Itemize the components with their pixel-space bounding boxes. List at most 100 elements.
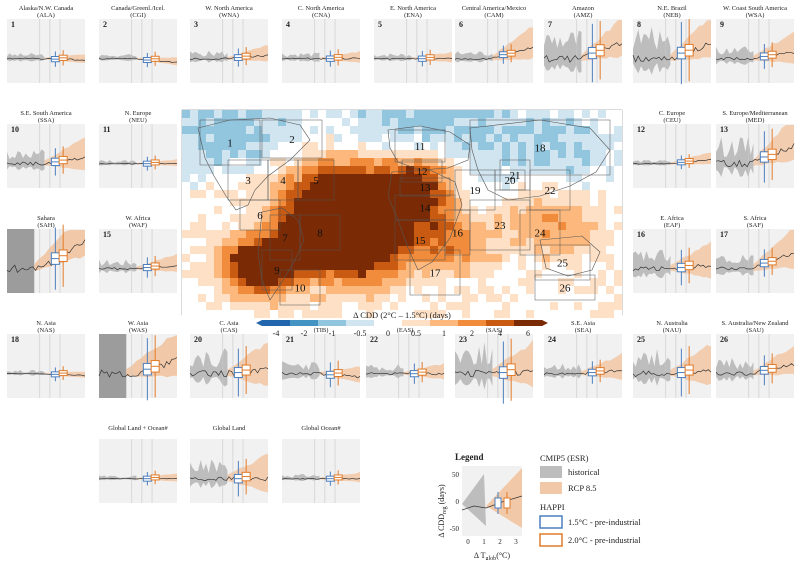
map-cell [398,222,406,230]
legend-historical-band [462,474,486,526]
map-cell [494,238,502,246]
map-cell [350,198,358,206]
map-cell [558,246,566,254]
map-cell [278,222,286,230]
map-cell [262,270,270,278]
legend-xtick: 2 [498,538,502,546]
map-cell [366,142,374,150]
ensemble-mean-line [6,239,86,274]
map-cell [534,134,542,142]
map-cell [430,142,438,150]
map-cell [246,134,254,142]
map-cell [246,198,254,206]
map-cell [486,190,494,198]
map-cell [478,198,486,206]
map-cell [318,166,326,174]
historical-band [716,254,754,276]
map-cell [382,142,390,150]
map-cell [510,142,518,150]
panel-code: (CGI) [130,12,146,19]
map-cell [294,150,302,158]
map-cell [286,142,294,150]
map-cell [462,198,470,206]
map-cell [574,278,582,286]
map-cell [574,134,582,142]
map-cell [510,118,518,126]
cdd-difference-map: 1 23 4 567 891011121314151617181920212223242… [181,109,623,318]
map-cell [478,182,486,190]
map-cell [398,278,406,286]
map-cell [390,222,398,230]
historical-band [190,459,228,489]
map-cell [214,158,222,166]
map-cell [326,198,334,206]
map-cell [358,294,366,302]
map-cell [342,286,350,294]
region-panel-6: Central America/Mexico(CAM)6 [454,5,534,83]
map-cell [598,190,606,198]
map-cell [486,222,494,230]
map-cell [438,110,446,118]
map-cell [430,198,438,206]
region-panel-18: N. Asia(NAS)18 [7,320,86,398]
region-panel-15: W. Africa(WAF)15 [98,215,178,293]
region-box-12 [401,159,443,183]
map-cell [318,222,326,230]
map-cell [494,278,502,286]
panel-number: 12 [637,125,645,134]
map-cell [302,134,310,142]
map-cell [214,294,222,302]
map-cell [374,118,382,126]
map-cell [566,270,574,278]
map-cell [246,206,254,214]
map-cell [222,246,230,254]
map-cell [582,142,590,150]
map-cell [542,214,550,222]
map-cell [446,134,454,142]
map-cell [350,110,358,118]
map-cell [382,198,390,206]
map-cell [374,150,382,158]
map-cell [534,310,542,318]
map-cell [374,254,382,262]
panel-number: 2 [103,20,107,29]
map-cell [198,134,206,142]
map-cell [326,206,334,214]
map-cell [294,222,302,230]
panel-code: (CEU) [663,117,680,124]
map-cell [214,126,222,134]
map-cell [534,278,542,286]
map-cell [598,158,606,166]
map-cell [374,174,382,182]
map-cell [582,206,590,214]
map-cell [286,238,294,246]
continent-outline [469,119,611,201]
map-cell [598,174,606,182]
map-cell [518,222,526,230]
map-cell [286,182,294,190]
map-cell [246,254,254,262]
map-cell [214,230,222,238]
region-panel-3: W. North America(WNA)3 [189,5,269,83]
map-cell [358,182,366,190]
map-cell [534,150,542,158]
map-cell [254,150,262,158]
map-cell [294,270,302,278]
map-cell [190,206,198,214]
map-cell [614,118,622,126]
map-cell [446,262,454,270]
map-cell [254,126,262,134]
region-box-8 [299,214,341,251]
map-cell [518,174,526,182]
map-cell [598,182,606,190]
map-cell [286,198,294,206]
map-cell [222,150,230,158]
map-cell [574,222,582,230]
map-cell [286,294,294,302]
panel-code: (AMZ) [574,12,593,19]
map-cell [414,310,422,318]
map-cell [214,206,222,214]
map-cell [542,110,550,118]
map-cell [462,254,470,262]
historical-band [7,229,35,293]
